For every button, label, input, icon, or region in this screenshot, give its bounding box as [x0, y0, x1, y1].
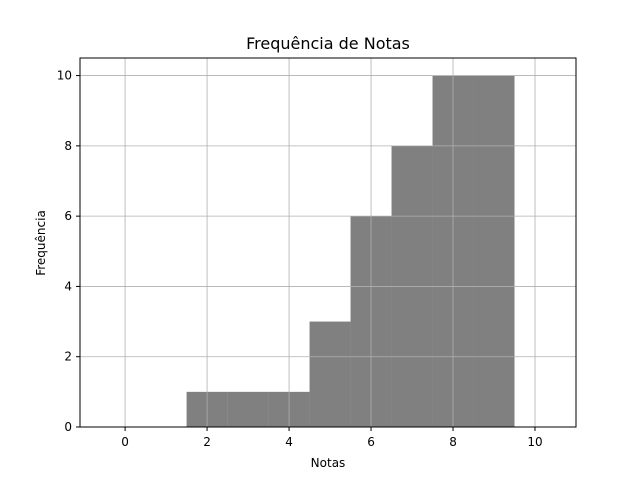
- y-tick-label-2: 4: [64, 279, 72, 293]
- axis-ticks: 0 2 4 6 8 10 0 2 4 6 8 10: [57, 69, 543, 449]
- plot-frame: [79, 57, 577, 428]
- x-tick-label-0: 0: [121, 435, 129, 449]
- y-tick-label-4: 8: [64, 139, 72, 153]
- x-tick-label-5: 10: [527, 435, 542, 449]
- x-tick-label-2: 4: [285, 435, 293, 449]
- x-tick-label-3: 6: [367, 435, 375, 449]
- x-tick-label-4: 8: [449, 435, 457, 449]
- x-tick-label-1: 2: [203, 435, 211, 449]
- y-tick-label-0: 0: [64, 420, 72, 434]
- y-tick-label-1: 2: [64, 350, 72, 364]
- x-axis-title: Notas: [311, 456, 346, 470]
- bar-3: [309, 321, 351, 427]
- chart-title: Frequência de Notas: [246, 34, 410, 53]
- bars: [186, 75, 515, 428]
- bar-7: [473, 75, 515, 428]
- bar-1: [227, 391, 269, 427]
- y-axis-title: Frequência: [34, 210, 48, 276]
- y-tick-label-5: 10: [57, 69, 72, 83]
- y-tick-label-3: 6: [64, 209, 72, 223]
